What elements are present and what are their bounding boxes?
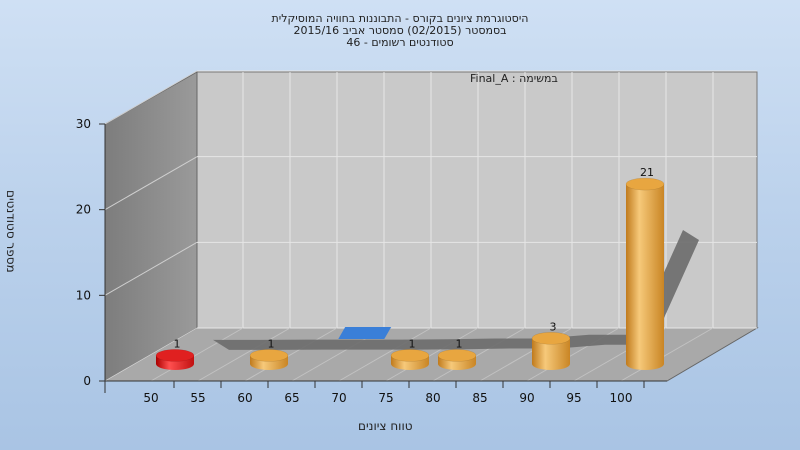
y-grid-side — [104, 70, 198, 125]
y-axis-title-wrap: מספר סטודנטים — [4, 190, 22, 350]
bar-top — [390, 349, 430, 362]
chart-subtitle: במשימה : Final_A — [470, 72, 558, 85]
y-grid-side — [104, 156, 198, 211]
x-grid-floor — [197, 327, 291, 382]
y-grid-side — [104, 327, 198, 382]
chart-title-line-1: היסטוגרמת ציונים בקורס - התבוננות בחוויה… — [271, 12, 529, 25]
bars-group: 1 1 1 1 3 21 — [155, 166, 665, 370]
x-tick-label: 65 — [284, 391, 299, 405]
ribbon-highlight — [338, 327, 392, 339]
x-tick-label: 90 — [519, 391, 534, 405]
bar-body — [532, 338, 570, 370]
x-tick-label: 60 — [237, 391, 252, 405]
bar-top — [625, 177, 665, 191]
bar-value-label: 1 — [268, 337, 275, 350]
y-grid-side — [104, 241, 198, 296]
y-tick-label: 0 — [83, 374, 91, 388]
x-tick-label: 100 — [610, 391, 633, 405]
x-tick-label: 55 — [190, 391, 205, 405]
side-wall — [104, 71, 198, 382]
axes-group: 0 10 20 30 50 55 60 65 70 75 80 85 90 95 100 — [76, 117, 667, 405]
bar-value-label: 1 — [409, 337, 416, 350]
x-grid-floor — [150, 327, 244, 382]
histogram-bar: 1 — [249, 337, 289, 370]
x-tick-label: 95 — [566, 391, 581, 405]
bar-top — [155, 349, 195, 362]
bar-value-label: 21 — [640, 166, 654, 179]
histogram-bar: 1 — [437, 337, 477, 370]
histogram-bar: 21 — [625, 166, 665, 370]
x-tick-label: 50 — [143, 391, 158, 405]
bar-body — [626, 184, 664, 370]
x-tick-label: 70 — [331, 391, 346, 405]
chart-title-line-3: סטודנטים רשומים - 46 — [346, 36, 454, 49]
x-tick-label: 75 — [378, 391, 393, 405]
bar-top — [437, 349, 477, 362]
histogram-bar: 1 — [390, 337, 430, 370]
x-axis-title: טווח ציונים — [358, 419, 413, 433]
bar-top — [531, 332, 571, 345]
bar-value-label: 3 — [550, 320, 557, 333]
x-tick-label: 80 — [425, 391, 440, 405]
y-tick-label: 20 — [76, 203, 91, 217]
bar-top — [249, 349, 289, 362]
x-grid-floor — [338, 327, 432, 382]
x-grid-floor — [244, 327, 338, 382]
y-axis-title: מספר סטודנטים — [4, 190, 18, 273]
chart-title-line-2: בסמסטר (02/2015) סמסטר אביב 2015/16 — [293, 24, 507, 37]
histogram-bar: 3 — [531, 320, 571, 370]
y-tick-label: 30 — [76, 117, 91, 131]
x-tick-label: 85 — [472, 391, 487, 405]
bar-value-label: 1 — [174, 337, 181, 350]
x-grid-floor — [432, 327, 526, 382]
bar-value-label: 1 — [456, 337, 463, 350]
histogram-bar: 1 — [155, 337, 195, 370]
x-grid-floor — [620, 327, 714, 382]
x-grid-floor — [385, 327, 479, 382]
y-tick-label: 10 — [76, 288, 91, 302]
